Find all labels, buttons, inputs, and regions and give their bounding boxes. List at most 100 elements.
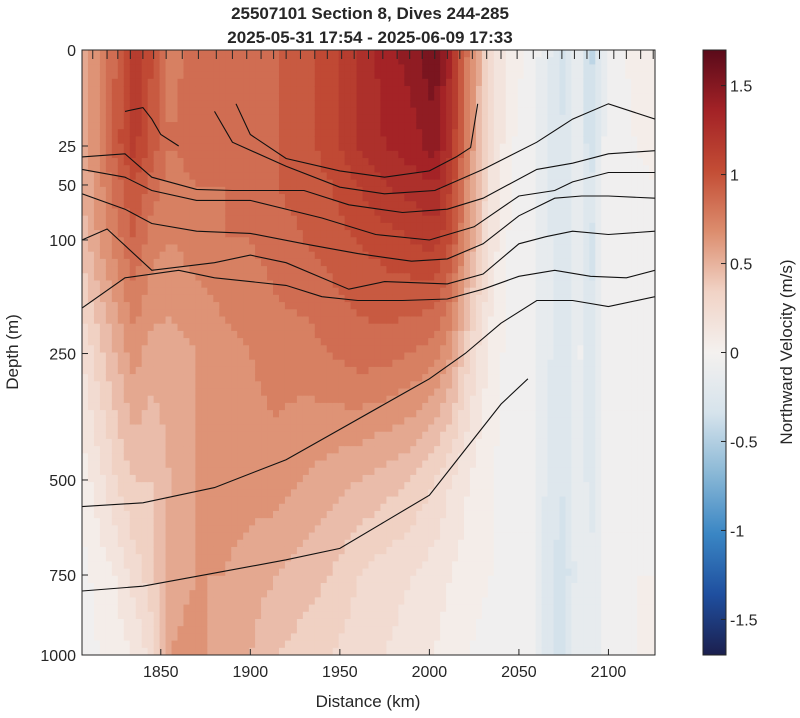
velocity-cell xyxy=(255,78,262,87)
velocity-cell xyxy=(434,93,441,102)
velocity-cell xyxy=(183,460,191,469)
velocity-cell xyxy=(338,489,346,498)
velocity-cell xyxy=(278,546,286,555)
velocity-cell xyxy=(117,323,125,332)
velocity-cell xyxy=(255,640,262,649)
velocity-cell xyxy=(147,129,155,138)
velocity-cell xyxy=(141,179,149,188)
velocity-cell xyxy=(338,244,346,253)
velocity-cell xyxy=(183,251,191,260)
velocity-cell xyxy=(332,93,340,102)
velocity-cell xyxy=(278,50,286,58)
velocity-cell xyxy=(410,150,417,159)
velocity-cell xyxy=(195,86,202,94)
velocity-cell xyxy=(278,71,286,80)
velocity-cell xyxy=(171,410,179,418)
velocity-cell xyxy=(219,258,226,267)
velocity-cell xyxy=(189,460,197,469)
velocity-cell xyxy=(374,489,382,498)
velocity-cell xyxy=(261,122,268,130)
velocity-cell xyxy=(189,201,197,210)
velocity-cell xyxy=(183,165,191,174)
velocity-cell xyxy=(99,503,107,512)
velocity-cell xyxy=(392,381,399,390)
velocity-cell xyxy=(231,208,238,217)
velocity-cell xyxy=(362,460,370,469)
velocity-cell xyxy=(308,309,316,318)
velocity-cell xyxy=(171,575,179,584)
velocity-cell xyxy=(171,417,179,426)
velocity-cell xyxy=(350,330,358,339)
velocity-cell xyxy=(159,323,167,332)
velocity-cell xyxy=(314,273,322,282)
velocity-cell xyxy=(374,122,382,130)
velocity-cell xyxy=(195,122,202,130)
velocity-cell xyxy=(362,222,370,231)
velocity-cell xyxy=(82,57,89,65)
velocity-cell xyxy=(273,64,280,73)
velocity-cell xyxy=(177,374,185,382)
velocity-cell xyxy=(159,554,167,562)
velocity-cell xyxy=(422,172,429,181)
velocity-cell xyxy=(165,345,173,354)
velocity-cell xyxy=(93,374,101,382)
velocity-cell xyxy=(320,179,328,188)
velocity-cell xyxy=(177,158,185,166)
velocity-cell xyxy=(398,410,405,418)
velocity-cell xyxy=(368,122,376,130)
velocity-cell xyxy=(320,100,328,109)
velocity-cell xyxy=(416,338,423,346)
velocity-cell xyxy=(135,482,143,490)
velocity-cell xyxy=(105,172,113,181)
velocity-cell xyxy=(225,136,232,145)
velocity-cell xyxy=(267,532,274,541)
velocity-cell xyxy=(416,302,423,310)
velocity-cell xyxy=(410,539,417,548)
velocity-cell xyxy=(159,640,167,649)
velocity-cell xyxy=(141,345,149,354)
velocity-cell xyxy=(219,554,226,562)
velocity-cell xyxy=(165,64,173,73)
velocity-cell xyxy=(434,323,441,332)
velocity-cell xyxy=(105,395,113,404)
velocity-cell xyxy=(195,590,202,598)
velocity-cell xyxy=(386,57,393,65)
velocity-cell xyxy=(332,582,340,591)
velocity-cell xyxy=(171,230,179,238)
velocity-cell xyxy=(243,453,250,462)
velocity-cell xyxy=(350,482,358,490)
velocity-cell xyxy=(82,474,89,483)
velocity-cell xyxy=(177,532,185,541)
velocity-cell xyxy=(392,57,399,65)
velocity-cell xyxy=(171,374,179,382)
velocity-cell xyxy=(314,158,322,166)
velocity-cell xyxy=(123,482,131,490)
velocity-cell xyxy=(243,201,250,210)
velocity-cell xyxy=(225,618,232,627)
velocity-cell xyxy=(261,136,268,145)
velocity-cell xyxy=(219,359,226,368)
velocity-cell xyxy=(344,251,352,260)
velocity-cell xyxy=(267,381,274,390)
velocity-cell xyxy=(129,64,137,73)
velocity-cell xyxy=(284,71,292,80)
velocity-cell xyxy=(404,395,411,404)
velocity-cell xyxy=(398,539,405,548)
velocity-cell xyxy=(374,417,382,426)
velocity-cell xyxy=(320,640,328,649)
velocity-cell xyxy=(296,453,304,462)
velocity-cell xyxy=(273,503,280,512)
velocity-cell xyxy=(243,618,250,627)
velocity-cell xyxy=(255,424,262,433)
velocity-cell xyxy=(261,258,268,267)
velocity-cell xyxy=(249,222,256,231)
velocity-cell xyxy=(320,539,328,548)
velocity-cell xyxy=(398,417,405,426)
velocity-cell xyxy=(207,366,214,375)
velocity-cell xyxy=(320,590,328,598)
velocity-cell xyxy=(344,208,352,217)
velocity-cell xyxy=(404,460,411,469)
velocity-cell xyxy=(201,309,208,318)
velocity-cell xyxy=(129,215,137,224)
velocity-cell xyxy=(356,417,364,426)
